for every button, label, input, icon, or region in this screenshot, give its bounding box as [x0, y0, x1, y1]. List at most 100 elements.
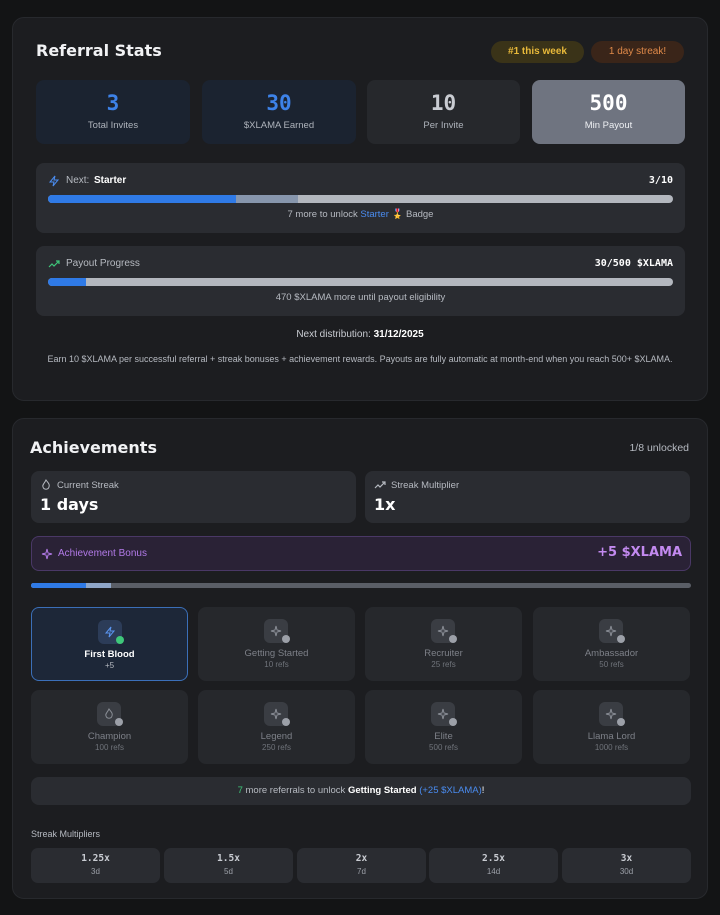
achievements-card: Achievements 1/8 unlocked Current Streak 1 … [12, 418, 708, 899]
achievement-sub: 10 refs [264, 660, 289, 669]
multipliers-title: Streak Multipliers [31, 829, 101, 839]
lock-icon [282, 718, 290, 726]
streak-value: 1 days [40, 495, 99, 514]
achievement-sub: 500 refs [429, 743, 458, 752]
streak-label: Streak Multiplier [391, 480, 460, 491]
unlock-text: more referrals to unlock [245, 785, 346, 796]
card-title: Achievements [30, 438, 157, 457]
unlock-count: 7 [237, 785, 243, 796]
badge: #1 this week [491, 41, 584, 63]
next-tier: Starter [94, 175, 127, 186]
multiplier-chip: 3x 30d [562, 848, 691, 883]
icon [437, 625, 449, 637]
next-note: 7 more to unlock Starter 🎖️ Badge [36, 209, 685, 220]
streak-card: Streak Multiplier 1x [365, 471, 690, 523]
unlock-reward: (+25 $XLAMA) [419, 785, 482, 796]
payout-label: Payout Progress [66, 258, 140, 269]
multiplier-days: 14d [486, 867, 501, 876]
lock-icon [115, 718, 123, 726]
lock-icon [449, 635, 457, 643]
achievement-name: Elite [434, 731, 453, 742]
achievement-tile: Champion 100 refs [31, 690, 188, 764]
achievement-name: Champion [87, 731, 132, 742]
achievement-sub: 250 refs [262, 743, 291, 752]
multiplier-days: 3d [91, 867, 100, 876]
achievement-sub: +5 [104, 661, 115, 670]
stat-value: 10 [430, 91, 457, 115]
lock-icon [617, 718, 625, 726]
achievement-name: Recruiter [424, 648, 463, 659]
stat-label: Total Invites [87, 120, 139, 131]
multiplier-chip: 2x 7d [297, 848, 426, 883]
unlock-target: Getting Started [347, 785, 417, 796]
distribution-label: Next distribution: [296, 329, 371, 340]
achievement-sub: 100 refs [95, 743, 124, 752]
multiplier-value: 2x [355, 853, 368, 864]
stat-card: 3 Total Invites [36, 80, 190, 144]
multiplier-chip: 1.25x 3d [31, 848, 160, 883]
icon [270, 625, 282, 637]
unlock-end: ! [481, 785, 485, 796]
icon [48, 175, 60, 187]
stat-card: 10 Per Invite [367, 80, 520, 144]
next-label: Next: [66, 175, 90, 186]
note-text: 7 more to unlock [287, 209, 358, 220]
multiplier-chip: 1.5x 5d [164, 848, 293, 883]
stat-label: Min Payout [584, 120, 633, 131]
badge: 1 day streak! [591, 41, 684, 63]
lock-icon [282, 635, 290, 643]
streak-value: 1x [374, 495, 396, 514]
multiplier-chip: 2.5x 14d [429, 848, 558, 883]
icon [41, 548, 53, 560]
achievement-tile: Getting Started 10 refs [198, 607, 355, 681]
stat-card: 30 $XLAMA Earned [202, 80, 356, 144]
achievement-tile: Llama Lord 1000 refs [533, 690, 690, 764]
icon [270, 708, 282, 720]
payout-count: 30/500 $XLAMA [594, 258, 673, 269]
icon [42, 479, 50, 490]
icon [105, 708, 113, 719]
icon [374, 481, 386, 489]
progress-bar [48, 278, 673, 286]
info-text: Earn 10 $XLAMA per successful referral +… [47, 354, 673, 364]
next-panel: Next: Starter 3/10 7 more to unlock Starter… [36, 163, 685, 233]
bonus-label: Achievement Bonus [58, 548, 147, 559]
bonus-bar: Achievement Bonus +5 $XLAMA [31, 536, 691, 571]
unlock-hint: 7 more referrals to unlock Getting Start… [31, 777, 691, 805]
multiplier-value: 3x [620, 853, 633, 864]
lock-icon [449, 718, 457, 726]
achievement-name: Ambassador [584, 648, 639, 659]
icon [605, 625, 617, 637]
stat-value: 30 [266, 91, 292, 115]
progress-fill [48, 278, 86, 286]
note-tier: Starter [360, 209, 389, 220]
streak-label: Current Streak [57, 480, 119, 491]
card-title: Referral Stats [36, 41, 162, 60]
distribution-date: 31/12/2025 [373, 329, 424, 340]
multiplier-days: 30d [619, 867, 634, 876]
progress-bar [48, 195, 673, 203]
achievement-tile: First Blood +5 [31, 607, 188, 681]
distribution: Next distribution: 31/12/2025 [13, 329, 707, 340]
stat-value: 500 [589, 91, 628, 115]
streak-card: Current Streak 1 days [31, 471, 356, 523]
achievement-sub: 25 refs [431, 660, 456, 669]
note-badge: 🎖️ Badge [391, 209, 434, 220]
achievement-name: Getting Started [244, 648, 309, 659]
unlocked-count: 1/8 unlocked [629, 442, 689, 454]
unlocked-check [116, 636, 124, 644]
achievement-sub: 50 refs [599, 660, 624, 669]
progress-fill [31, 583, 86, 588]
multiplier-value: 1.5x [217, 853, 240, 864]
payout-panel: Payout Progress 30/500 $XLAMA 470 $XLAMA m… [36, 246, 685, 316]
payout-note: 470 $XLAMA more until payout eligibility [275, 292, 446, 303]
bonus-value: +5 $XLAMA [597, 545, 682, 560]
icon [48, 260, 60, 268]
referral-card: Referral Stats #1 this week 1 day streak! 3… [12, 17, 708, 401]
stat-label: $XLAMA Earned [243, 120, 315, 131]
multiplier-value: 1.25x [81, 853, 110, 864]
multiplier-value: 2.5x [482, 853, 505, 864]
achievement-tile: Elite 500 refs [365, 690, 522, 764]
achievement-name: First Blood [84, 649, 135, 660]
